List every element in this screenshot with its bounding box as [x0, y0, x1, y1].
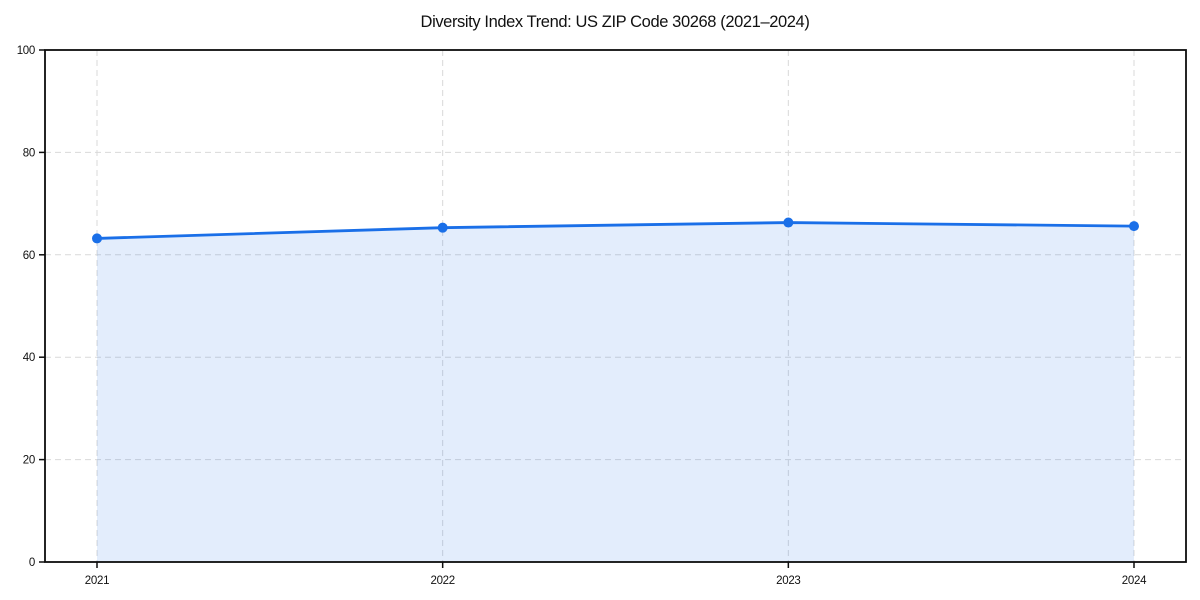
x-tick-label: 2024 [1122, 575, 1147, 587]
data-point-2024 [1129, 221, 1139, 232]
trend-line [95, 221, 1136, 240]
x-tick-label: 2023 [776, 575, 800, 587]
data-point-2021 [92, 233, 102, 244]
area-fill [97, 222, 1134, 562]
plot-frame [44, 49, 1187, 563]
data-point-2023 [783, 217, 794, 228]
y-tick-label: 100 [17, 45, 35, 57]
y-tick-label: 60 [23, 250, 35, 262]
y-tick-label: 40 [23, 352, 35, 364]
y-tick-label: 0 [29, 557, 35, 569]
x-tick-label: 2022 [430, 575, 454, 587]
y-tick-label: 20 [23, 455, 35, 467]
chart-title: Diversity Index Trend: US ZIP Code 30268… [421, 13, 810, 31]
x-tick-label: 2021 [85, 575, 109, 587]
data-point-2022 [437, 222, 448, 233]
y-tick-label: 80 [23, 147, 35, 159]
